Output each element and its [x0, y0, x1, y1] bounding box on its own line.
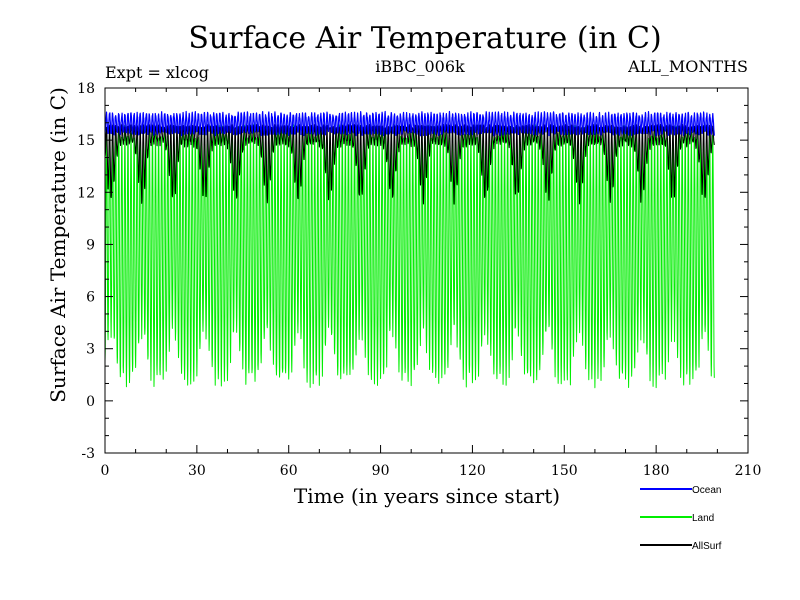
run-label: iBBC_006k [375, 57, 465, 76]
legend-label-land: Land [692, 513, 714, 524]
legend: Ocean Land AllSurf [640, 485, 722, 552]
legend-label-ocean: Ocean [692, 485, 721, 496]
y-tick-label: 18 [77, 81, 95, 97]
x-tick-label: 90 [372, 463, 390, 479]
x-tick-label: 210 [735, 463, 762, 479]
x-tick-label: 30 [188, 463, 206, 479]
legend-label-allsurf: AllSurf [692, 541, 722, 552]
months-label: ALL_MONTHS [627, 57, 748, 76]
x-tick-label: 60 [280, 463, 298, 479]
series-allsurf-line [104, 124, 715, 205]
y-tick-label: 15 [77, 133, 95, 149]
y-tick-label: 9 [86, 237, 95, 253]
series-land-line [104, 124, 715, 389]
y-tick-label: 3 [86, 342, 95, 358]
y-axis-label: Surface Air Temperature (in C) [46, 87, 70, 403]
x-tick-label: 150 [551, 463, 578, 479]
x-axis-label: Time (in years since start) [294, 484, 560, 508]
y-tick-label: 12 [77, 185, 95, 201]
y-tick-label: 6 [86, 290, 95, 306]
x-tick-label: 0 [101, 463, 110, 479]
series-layer [104, 110, 715, 389]
axis-layer: 0 30 60 90 120 150 180 210 -3 0 3 6 9 12 15 18 [77, 81, 761, 479]
plot-frame [104, 87, 749, 454]
chart-title: Surface Air Temperature (in C) [188, 21, 661, 56]
y-tick-label: -3 [81, 446, 95, 462]
y-tick-label: 0 [86, 394, 95, 410]
experiment-label: Expt = xlcog [105, 63, 209, 82]
series-ocean-line [104, 110, 715, 137]
x-tick-label: 120 [459, 463, 486, 479]
x-tick-label: 180 [643, 463, 670, 479]
